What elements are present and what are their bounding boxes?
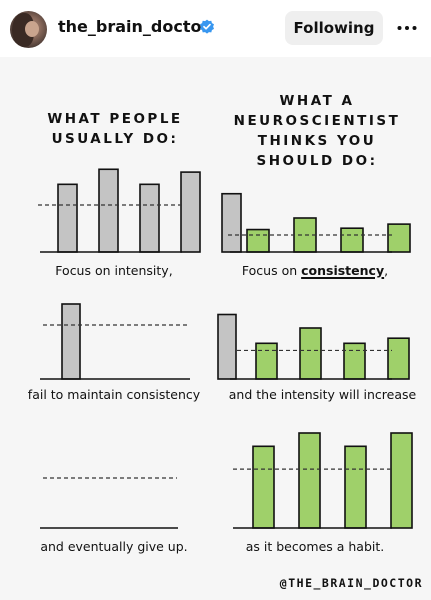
chart-bar xyxy=(252,445,275,529)
verified-badge-icon xyxy=(200,19,214,34)
left-caption-2: fail to maintain consistency xyxy=(27,387,201,402)
chart-bar xyxy=(255,342,278,380)
chart-bar xyxy=(299,327,322,380)
chart-bar xyxy=(390,432,413,529)
chart-bar xyxy=(217,313,237,380)
left-caption-3: and eventually give up. xyxy=(40,539,188,554)
chart-bar xyxy=(246,228,270,253)
chart-bar xyxy=(343,342,366,380)
chart-bar xyxy=(344,445,367,529)
chart-bar xyxy=(387,337,410,380)
right-caption-1-suffix: , xyxy=(384,263,389,278)
chart-bar xyxy=(221,192,242,253)
chart-bar xyxy=(340,227,364,253)
right-caption-2: and the intensity will increase xyxy=(228,387,417,402)
chart-bar xyxy=(98,168,119,253)
chart-bar xyxy=(57,183,78,253)
right-heading: WHAT A NEUROSCIENTIST THINKS YOU SHOULD … xyxy=(233,93,401,169)
right-caption-3: as it becomes a habit. xyxy=(245,539,385,554)
chart-bar xyxy=(139,183,160,253)
chart-bar xyxy=(61,303,81,380)
post-image: WHAT PEOPLE USUALLY DO: WHAT A NEUROSCIE… xyxy=(0,57,431,600)
following-button[interactable]: Following xyxy=(285,11,383,45)
bar-charts-canvas xyxy=(38,168,413,529)
avatar[interactable] xyxy=(10,11,47,48)
post-header: the_brain_doctor Following xyxy=(0,0,431,57)
chart-bar xyxy=(180,171,201,253)
more-horizontal-icon[interactable] xyxy=(394,15,420,41)
right-caption-1: Focus on consistency, xyxy=(215,263,415,278)
watermark: @THE_BRAIN_DOCTOR xyxy=(279,576,423,590)
chart-bar xyxy=(387,223,411,253)
avatar-face xyxy=(25,21,39,37)
consistency-emphasis: consistency xyxy=(301,263,385,278)
left-heading: WHAT PEOPLE USUALLY DO: xyxy=(47,111,183,147)
left-caption-1: Focus on intensity, xyxy=(55,263,173,278)
username-link[interactable]: the_brain_doctor xyxy=(58,17,210,36)
chart-bar xyxy=(298,432,321,529)
right-caption-1-prefix: Focus on xyxy=(241,263,302,278)
